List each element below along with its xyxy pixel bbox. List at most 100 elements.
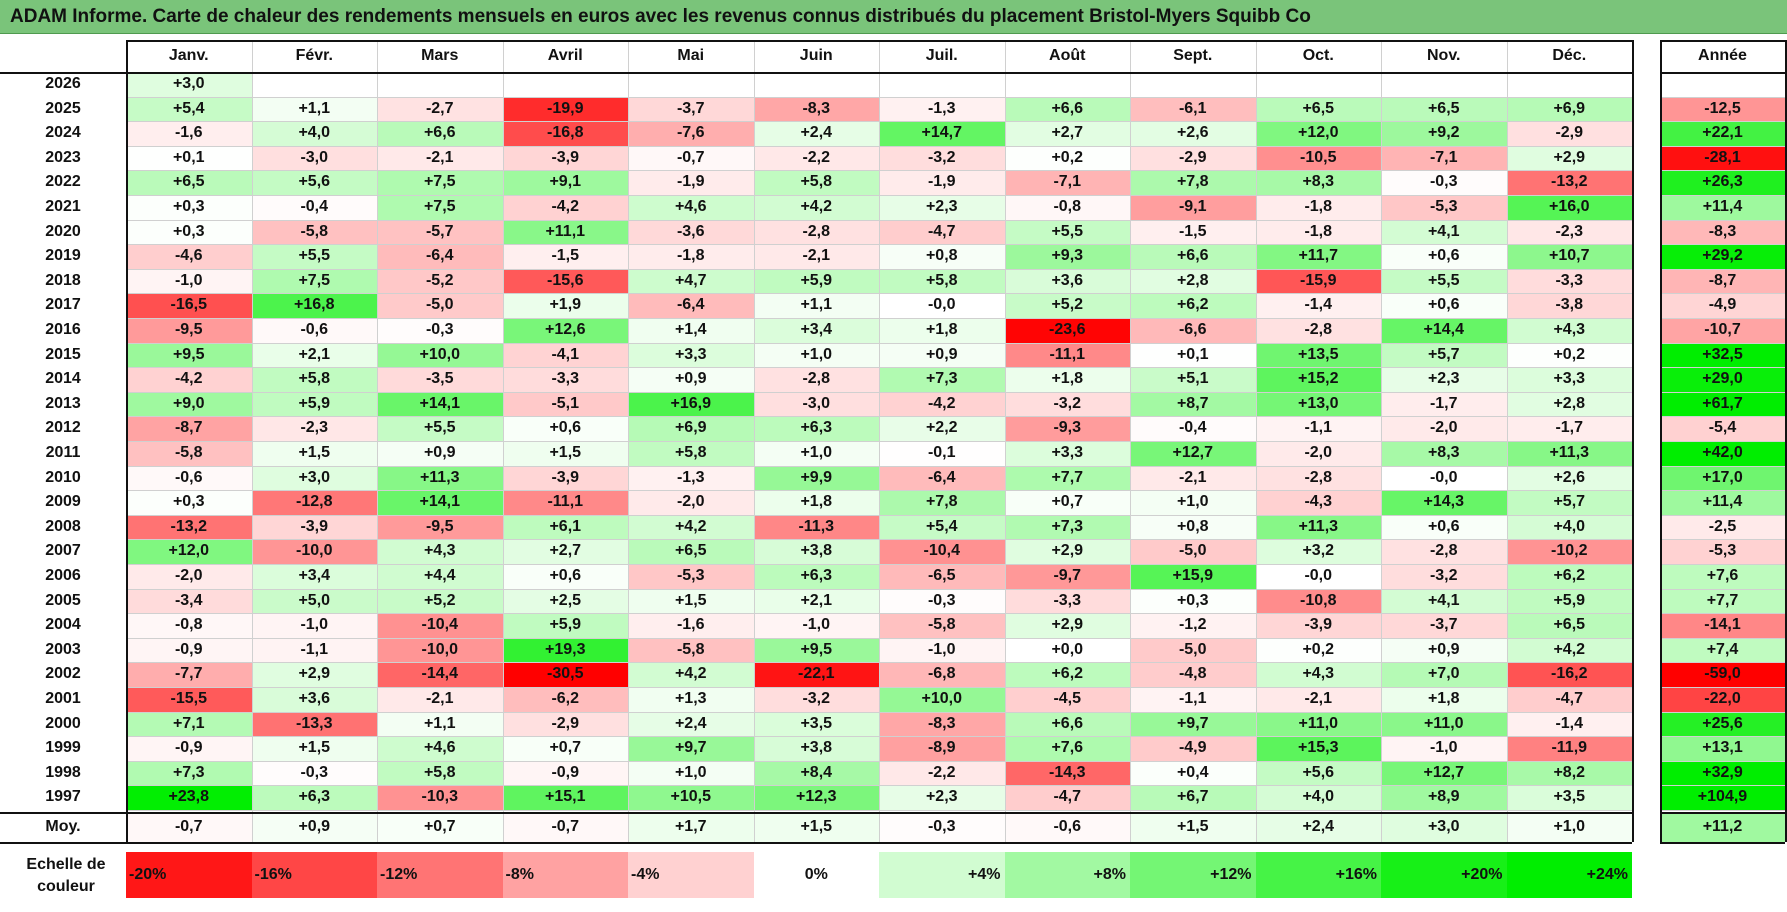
annual-cell: +25,6: [1660, 711, 1785, 737]
average-cell: +1,5: [753, 812, 879, 842]
heat-cell: +5,8: [753, 170, 879, 195]
heat-cell: +8,7: [1130, 391, 1256, 417]
year-label: 2011: [0, 441, 126, 466]
heat-cell: -3,9: [251, 514, 377, 540]
heat-cell: +9,2: [1381, 121, 1507, 146]
heat-cell: +0,9: [377, 441, 503, 466]
heat-cell: -15,5: [126, 687, 252, 712]
heat-cell: -1,0: [251, 613, 377, 638]
heat-cell: -6,6: [1130, 318, 1256, 343]
heat-cell: -9,7: [1004, 564, 1130, 589]
heat-cell: +7,7: [1004, 465, 1130, 491]
heat-cell: +14,1: [377, 391, 503, 417]
heat-cell: -2,8: [1255, 465, 1381, 491]
heat-cell: -1,6: [628, 613, 754, 638]
heat-cell: +2,9: [1004, 539, 1130, 564]
grid-line: [1660, 391, 1785, 393]
heat-cell: -0,3: [251, 760, 377, 786]
month-header: Déc.: [1506, 40, 1632, 72]
grid-line: [126, 490, 1632, 492]
heat-cell: -5,8: [628, 637, 754, 663]
heat-cell: +2,8: [1130, 268, 1256, 294]
annual-cell: +29,2: [1660, 244, 1785, 269]
heat-cell: -0,9: [126, 637, 252, 663]
heat-cell: -0,6: [126, 465, 252, 491]
heat-cell: -3,2: [1381, 564, 1507, 589]
heat-cell: -2,0: [1381, 416, 1507, 441]
heat-cell: -0,4: [1130, 416, 1256, 441]
heat-cell: -1,9: [628, 170, 754, 195]
year-label: 2006: [0, 564, 126, 589]
annual-cell: +26,3: [1660, 170, 1785, 195]
heat-cell: -5,2: [377, 268, 503, 294]
heat-cell: +1,5: [628, 588, 754, 614]
heat-cell: +5,7: [1381, 342, 1507, 368]
heat-cell: +4,4: [377, 564, 503, 589]
heat-cell: -10,0: [251, 539, 377, 564]
grid-line: [126, 810, 1632, 811]
year-label: 2021: [0, 195, 126, 220]
heat-cell: +3,4: [753, 318, 879, 343]
month-header: Oct.: [1255, 40, 1381, 72]
annual-cell: -28,1: [1660, 145, 1785, 171]
annual-cell: +29,0: [1660, 367, 1785, 392]
heat-cell: +5,0: [251, 588, 377, 614]
heat-cell: +11,3: [1506, 441, 1632, 466]
heat-cell: +0,6: [1381, 293, 1507, 318]
heat-cell: -4,5: [1004, 687, 1130, 712]
heat-cell: -2,3: [1506, 219, 1632, 245]
heat-cell: +6,3: [753, 564, 879, 589]
heat-cell: -10,0: [377, 637, 503, 663]
heat-cell: -4,2: [879, 391, 1005, 417]
month-header: Févr.: [251, 40, 377, 72]
heat-cell: -1,4: [1506, 711, 1632, 737]
grid-line: [126, 219, 1632, 221]
grid-line: [126, 465, 1632, 467]
heat-cell: -2,9: [1130, 145, 1256, 171]
heat-cell: +16,0: [1506, 195, 1632, 220]
annual-cell: +104,9: [1660, 785, 1785, 810]
heat-cell: -2,1: [1255, 687, 1381, 712]
heat-cell: +0,2: [1506, 342, 1632, 368]
heat-cell: -9,1: [1130, 195, 1256, 220]
heat-cell: -7,1: [1004, 170, 1130, 195]
heat-cell: -0,3: [879, 588, 1005, 614]
heat-cell: +3,4: [251, 564, 377, 589]
heat-cell: +4,1: [1381, 588, 1507, 614]
grid-line: [1660, 416, 1785, 418]
heat-cell: +1,3: [628, 687, 754, 712]
heat-cell: -15,9: [1255, 268, 1381, 294]
heat-cell: -1,4: [1255, 293, 1381, 318]
heat-cell: -10,5: [1255, 145, 1381, 171]
heat-cell: -5,0: [1130, 539, 1256, 564]
grid-line: [1660, 170, 1785, 172]
annual-cell: -12,5: [1660, 96, 1785, 122]
heat-cell: +11,0: [1381, 711, 1507, 737]
heat-cell: -10,4: [879, 539, 1005, 564]
annual-cell: +32,9: [1660, 760, 1785, 786]
heat-cell: +13,5: [1255, 342, 1381, 368]
heat-cell: +3,3: [628, 342, 754, 368]
heat-cell: -0,4: [251, 195, 377, 220]
heat-cell: [1506, 72, 1632, 97]
color-scale-stop: -20%: [126, 852, 252, 898]
heat-cell: -11,3: [753, 514, 879, 540]
heat-cell: +0,3: [126, 490, 252, 515]
heat-cell: +0,8: [879, 244, 1005, 269]
heat-cell: -13,2: [126, 514, 252, 540]
heat-cell: +2,3: [879, 195, 1005, 220]
grid-line: [126, 268, 1632, 270]
heat-cell: -1,1: [1130, 687, 1256, 712]
heat-cell: +3,0: [126, 72, 252, 97]
annual-cell: +11,4: [1660, 490, 1785, 515]
heat-cell: +5,1: [1130, 367, 1256, 392]
grid-border: [1660, 812, 1785, 814]
heat-cell: +2,3: [879, 785, 1005, 810]
heat-cell: -2,1: [1130, 465, 1256, 491]
heat-cell: +0,1: [126, 145, 252, 171]
heat-cell: -1,7: [1506, 416, 1632, 441]
heat-cell: +4,3: [1506, 318, 1632, 343]
annual-cell: +7,7: [1660, 588, 1785, 614]
grid-line: [1660, 121, 1785, 123]
heat-cell: +14,7: [879, 121, 1005, 146]
